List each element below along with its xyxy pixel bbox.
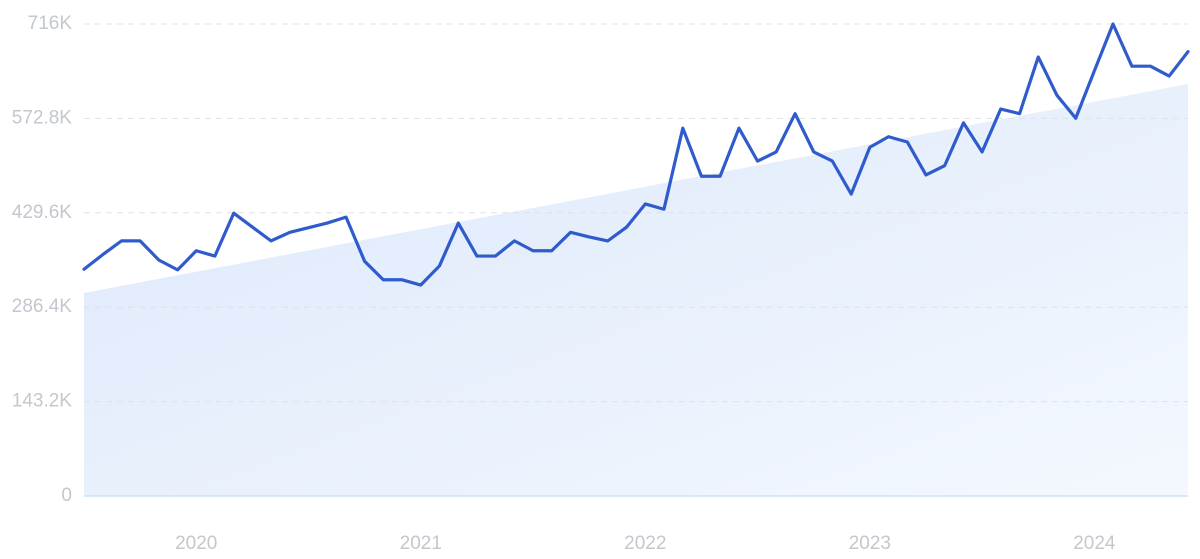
y-tick-label: 0 [61, 485, 72, 506]
x-tick-label: 2024 [1073, 533, 1116, 554]
x-tick-label: 2023 [849, 533, 891, 554]
trend-area [84, 83, 1188, 496]
y-tick-label: 716K [28, 13, 73, 34]
y-tick-label: 429.6K [12, 202, 73, 223]
y-tick-label: 143.2K [12, 391, 73, 412]
x-tick-label: 2020 [175, 533, 217, 554]
y-tick-label: 572.8K [12, 107, 73, 128]
y-tick-label: 286.4K [12, 296, 73, 317]
x-tick-label: 2022 [624, 533, 666, 554]
x-tick-label: 2021 [400, 533, 442, 554]
data-line [82, 22, 1190, 287]
